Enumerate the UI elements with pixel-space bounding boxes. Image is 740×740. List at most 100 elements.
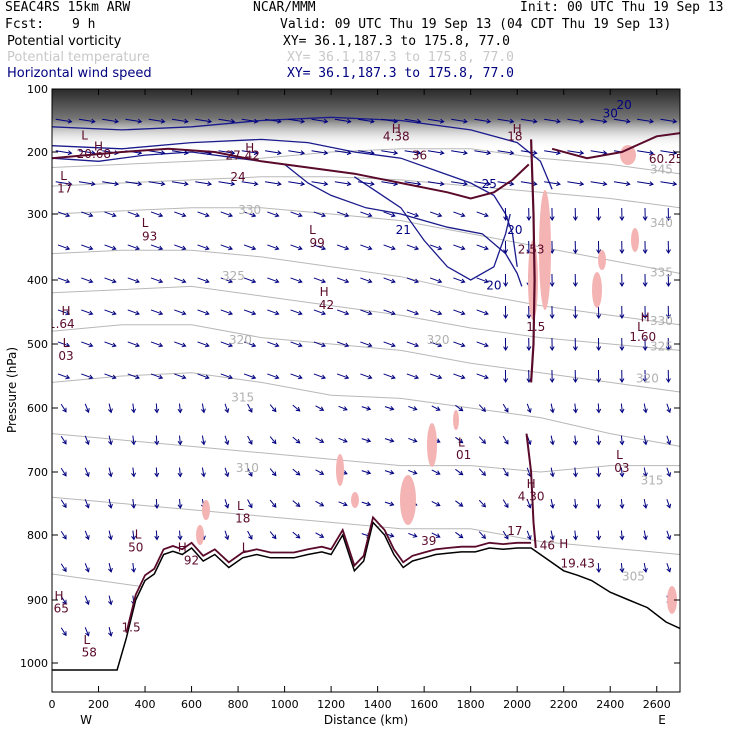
wind-vector: [60, 403, 67, 413]
wind-vector-head: [88, 374, 94, 380]
wind-vector-head: [390, 342, 396, 348]
wind-vector: [78, 118, 95, 123]
x-tick-label: 2000: [503, 698, 531, 711]
wind-vector-head: [481, 502, 486, 508]
pv-extremum-label: H: [54, 589, 63, 603]
wind-vector-head: [88, 245, 94, 251]
wind-vector: [429, 244, 442, 250]
wind-vector: [550, 530, 554, 540]
wind-vector: [502, 530, 509, 540]
wind-vector: [148, 150, 165, 154]
wind-vector: [455, 404, 463, 412]
wind-vector-head: [228, 212, 233, 218]
wind-vector: [406, 277, 419, 283]
wind-vector-head: [67, 181, 73, 187]
wind-vector-head: [416, 150, 422, 156]
wind-vector: [292, 500, 301, 507]
wind-vector: [476, 244, 489, 250]
wind-vector: [315, 469, 324, 475]
wind-speed-label: 20: [507, 223, 522, 237]
pv-patch: [631, 228, 639, 252]
wind-vector: [451, 181, 468, 185]
wind-vector-head: [85, 408, 90, 414]
pv-extremum-label: L: [309, 223, 316, 237]
wind-vector-head: [85, 600, 90, 606]
wind-vector: [264, 118, 281, 123]
wind-vector-head: [572, 314, 578, 319]
wind-vector-head: [183, 181, 189, 187]
wind-vector-head: [532, 150, 538, 156]
positive-pv-patches: [196, 145, 677, 614]
wind-vector-head: [572, 216, 578, 221]
wind-vector-head: [393, 150, 399, 156]
wind-vector-head: [342, 406, 348, 411]
wind-vector-head: [319, 470, 325, 475]
wind-vector: [224, 530, 229, 540]
wind-vector: [57, 244, 70, 250]
wind-vector-head: [458, 502, 464, 507]
wind-vector: [243, 341, 256, 347]
wind-vector: [666, 435, 671, 445]
fcst-value: 9 h: [72, 17, 96, 32]
wind-vector: [267, 277, 279, 283]
plot-area: 345 340 335 330 325 320 315 320 315 310 325 330 320 3…: [52, 89, 680, 692]
pv-extremum-label: 27.42: [226, 148, 260, 162]
wind-vector: [125, 181, 142, 185]
wind-vector-head: [276, 118, 282, 124]
wind-vector-head: [486, 118, 492, 124]
wind-vector: [218, 118, 235, 123]
wind-vector: [171, 118, 188, 123]
wind-vector-head: [65, 245, 71, 251]
wind-vector: [453, 373, 465, 379]
wind-vector: [247, 467, 253, 477]
wind-vector-head: [207, 181, 213, 187]
wind-vector-head: [666, 440, 672, 446]
wind-vector: [474, 181, 491, 185]
wind-vector: [453, 309, 465, 315]
wind-vector-head: [160, 181, 166, 187]
wind-vector-head: [108, 567, 113, 573]
wind-vector-head: [62, 567, 67, 573]
wind-vector-head: [346, 150, 352, 156]
wind-vector-head: [228, 245, 233, 251]
wind-vector: [478, 468, 486, 476]
pv-extremum-label: 65: [54, 602, 69, 616]
wind-vector-head: [319, 501, 325, 507]
wind-vector-head: [183, 118, 189, 124]
wind-vector-head: [437, 342, 443, 348]
wind-vector: [125, 118, 142, 123]
pv-extremum-label: 18: [507, 130, 522, 144]
wind-vector: [544, 150, 561, 154]
wind-vector: [60, 435, 67, 445]
wind-vector: [267, 373, 279, 379]
x-tick-label: 0: [49, 698, 56, 711]
wind-vector-head: [366, 406, 372, 411]
pv-extremum-label: H: [513, 122, 522, 136]
wind-vector-head: [509, 181, 515, 187]
wind-vector-head: [67, 150, 73, 156]
wind-vector: [57, 341, 70, 347]
wind-vector-head: [435, 533, 441, 538]
wind-vector: [104, 309, 116, 315]
wind-vector: [502, 499, 509, 508]
theta-label: 345: [650, 163, 673, 177]
theta-label: 315: [641, 474, 664, 488]
wind-vector: [567, 118, 584, 123]
wind-vector: [408, 532, 417, 538]
wind-vector: [247, 403, 253, 413]
wind-vector-head: [251, 342, 257, 348]
wind-vector-head: [131, 408, 137, 414]
wind-vector-head: [556, 118, 561, 124]
wind-vector: [243, 277, 256, 283]
pv-extremum-label: H: [320, 285, 329, 299]
theta-label: 325: [650, 339, 673, 353]
wind-vector-head: [344, 310, 350, 316]
model-title: SEAC4RS 15km ARW: [5, 0, 131, 15]
pv-extremum-label: 20.68: [77, 147, 111, 161]
pv-extremum-label: 03: [614, 461, 629, 475]
wind-vector-head: [111, 212, 117, 218]
wind-vector: [220, 244, 233, 250]
wind-vector: [643, 403, 647, 413]
wind-vector-head: [642, 314, 648, 319]
valid-time: Valid: 09 UTC Thu 19 Sep 13 (04 CDT Thu …: [280, 17, 672, 32]
